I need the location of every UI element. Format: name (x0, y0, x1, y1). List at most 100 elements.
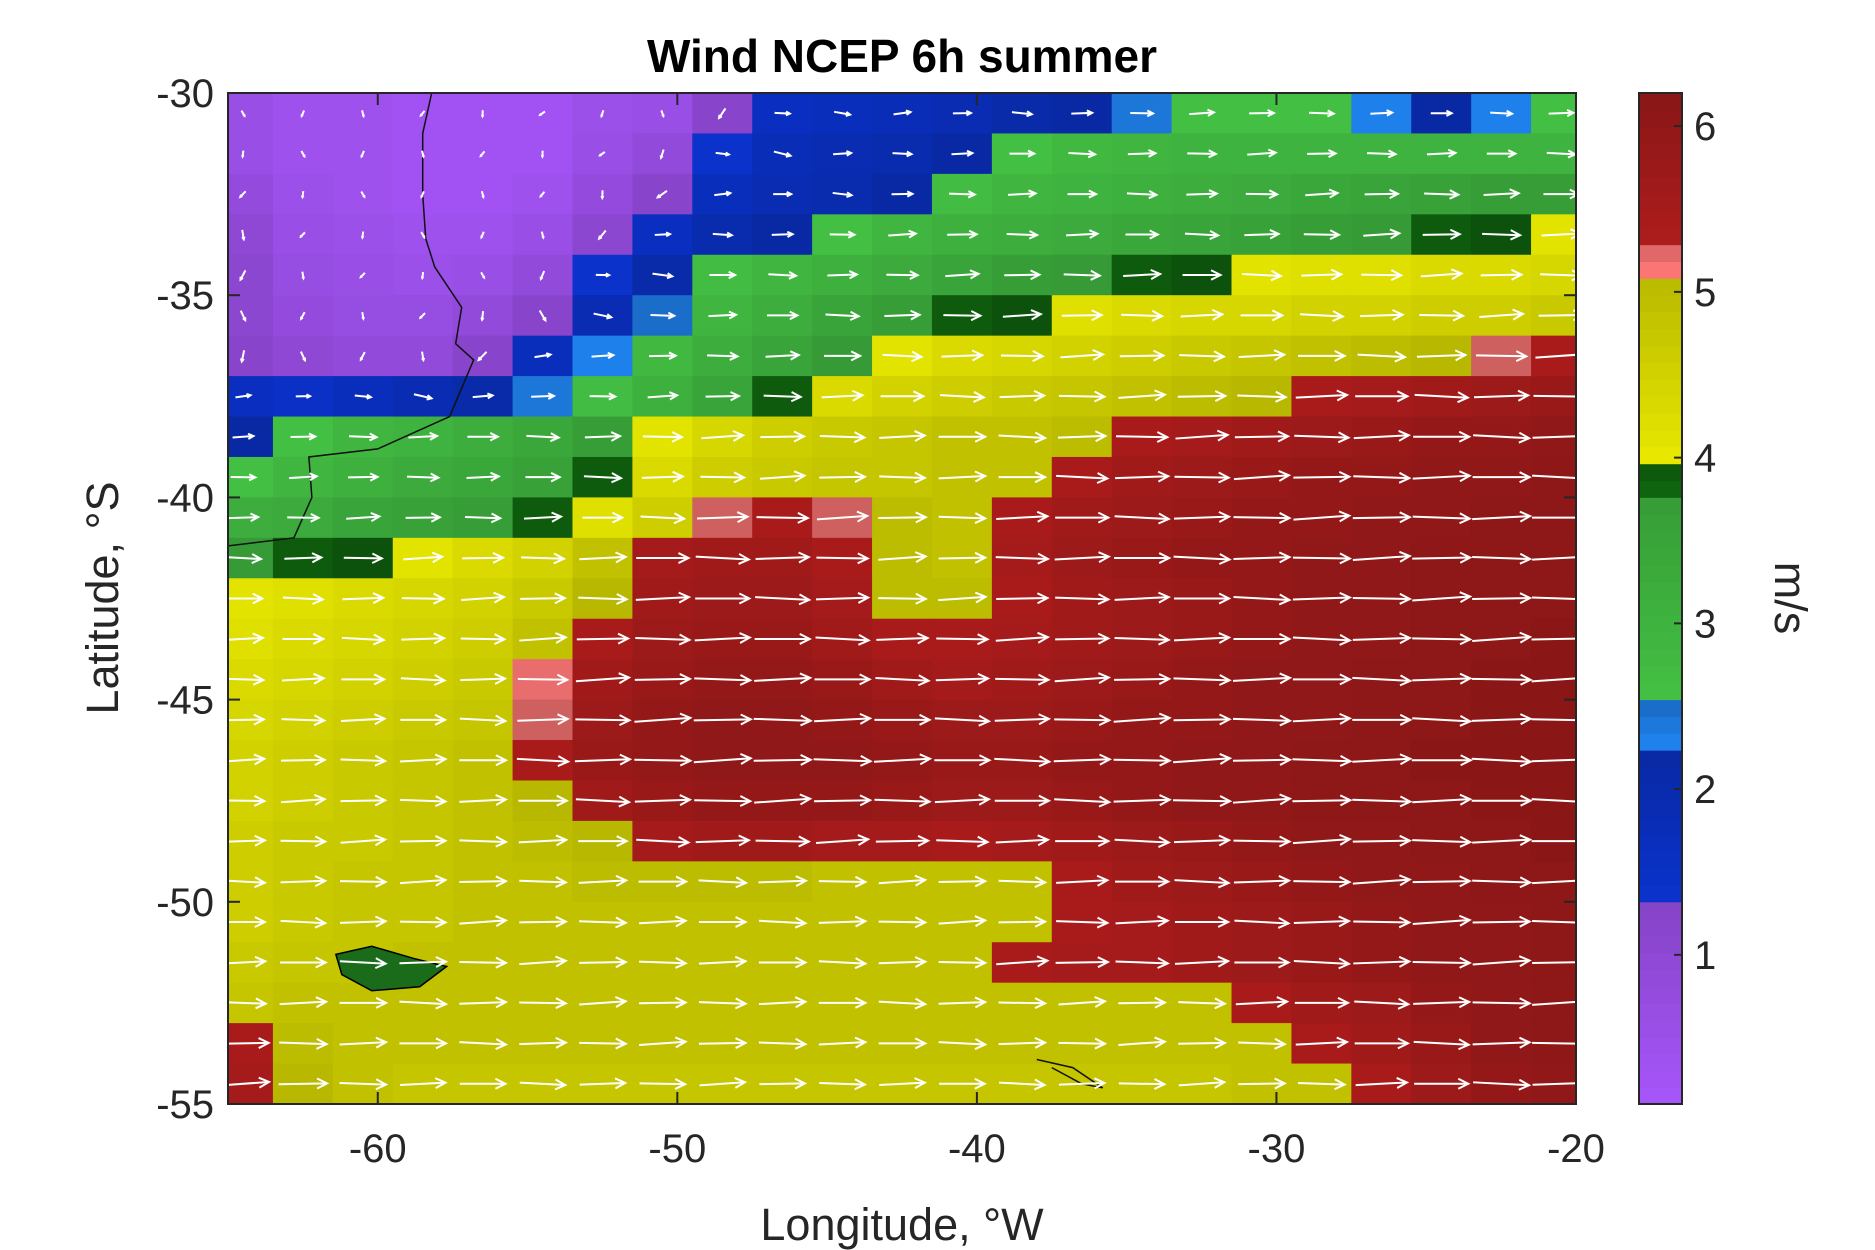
x-tick-label: -50 (648, 1127, 706, 1171)
colorbar-step (1639, 632, 1682, 650)
wind-arrow (758, 916, 808, 929)
colorbar-step (1639, 851, 1682, 869)
x-tick-label: -30 (1248, 1127, 1306, 1171)
wind-arrow (768, 271, 799, 280)
wind-arrow (593, 312, 614, 320)
wind-arrow (228, 512, 261, 523)
wind-arrow (459, 714, 508, 727)
colorbar-bands (1639, 93, 1682, 1105)
wind-arrow (1472, 834, 1533, 847)
wind-arrow (339, 997, 389, 1009)
wind-arrow (340, 754, 388, 767)
wind-arrow (941, 349, 985, 362)
wind-arrow (1068, 149, 1098, 159)
south-georgia (1036, 1058, 1104, 1089)
wind-arrow (634, 673, 693, 685)
wind-arrow (945, 269, 981, 280)
wind-arrow (531, 392, 557, 400)
wind-arrow (1058, 996, 1108, 1008)
wind-arrow (1292, 794, 1353, 807)
wind-arrow (1232, 793, 1293, 806)
heat-cell (228, 335, 274, 377)
wind-arrow (935, 672, 991, 685)
wind-arrow (936, 633, 990, 646)
wind-arrow (1364, 188, 1401, 199)
wind-arrow (634, 754, 693, 767)
wind-arrow (399, 1077, 448, 1089)
wind-arrow (755, 835, 812, 848)
colorbar-step (1639, 817, 1682, 835)
wind-arrow (240, 350, 246, 364)
wind-arrow (655, 190, 668, 199)
colorbar-step (1639, 261, 1682, 279)
wind-arrow (708, 310, 739, 320)
colorbar-step (1639, 969, 1682, 987)
wind-arrow (1479, 308, 1526, 321)
wind-arrow (1298, 1078, 1347, 1091)
colorbar-step (1639, 430, 1682, 448)
wind-arrow (399, 795, 448, 808)
wind-arrow (1173, 753, 1233, 765)
wind-arrow (707, 351, 740, 361)
wind-arrow (1472, 876, 1533, 889)
wind-arrow (1352, 874, 1412, 887)
wind-arrow (1119, 349, 1166, 362)
heat-cell (228, 214, 274, 256)
wind-arrow (1414, 391, 1470, 404)
colorbar-step (1639, 160, 1682, 178)
wind-arrow (575, 672, 632, 685)
wind-arrow (1292, 712, 1353, 725)
wind-arrow (480, 271, 486, 280)
wind-arrow (1532, 1082, 1576, 1086)
wind-arrow (818, 957, 868, 970)
wind-arrow (281, 714, 327, 727)
wind-arrow (523, 511, 564, 523)
wind-arrow (875, 674, 931, 687)
wind-arrow (1054, 714, 1112, 727)
wind-arrow (1355, 1077, 1410, 1089)
wind-arrow (1419, 309, 1466, 322)
wind-arrow (1353, 916, 1412, 929)
wind-arrow (938, 875, 988, 888)
x-tick-label: -20 (1547, 1127, 1605, 1171)
wind-arrow (584, 431, 623, 442)
wind-arrow (995, 673, 1051, 686)
wind-arrow (821, 389, 865, 402)
wind-arrow (1353, 471, 1412, 484)
colorbar-step (1639, 480, 1682, 498)
wind-arrow (289, 472, 319, 481)
wind-arrow (698, 955, 748, 968)
wind-arrow (1473, 431, 1532, 444)
colorbar-step (1639, 952, 1682, 970)
colorbar-step (1639, 986, 1682, 1004)
colorbar-step (1639, 379, 1682, 397)
wind-arrow (1303, 229, 1342, 240)
wind-arrow (480, 231, 485, 240)
wind-arrow (934, 754, 992, 767)
wind-arrow (1292, 833, 1353, 846)
falkland-islands (334, 945, 449, 992)
wind-arrow (519, 997, 569, 1010)
wind-arrow (715, 151, 732, 157)
wind-arrow (477, 351, 488, 362)
wind-arrow (1531, 718, 1576, 722)
colorbar-step (1639, 210, 1682, 229)
wind-arrow (574, 753, 633, 766)
wind-arrow (1173, 674, 1232, 686)
wind-arrow (1472, 997, 1532, 1010)
wind-arrow (421, 351, 426, 363)
wind-arrow (634, 712, 693, 725)
wind-arrow (1486, 149, 1518, 159)
wind-arrow (228, 553, 264, 564)
y-tick-label: -35 (156, 274, 214, 318)
wind-arrow (758, 996, 808, 1009)
wind-arrow (1472, 915, 1532, 928)
wind-arrow (1532, 556, 1576, 561)
wind-arrow (343, 552, 385, 564)
wind-arrow (1056, 874, 1110, 887)
wind-arrow (1247, 148, 1278, 158)
wind-arrow (652, 272, 675, 280)
wind-arrow (403, 551, 445, 564)
wind-arrow (995, 834, 1051, 847)
wind-arrow (1532, 435, 1576, 439)
